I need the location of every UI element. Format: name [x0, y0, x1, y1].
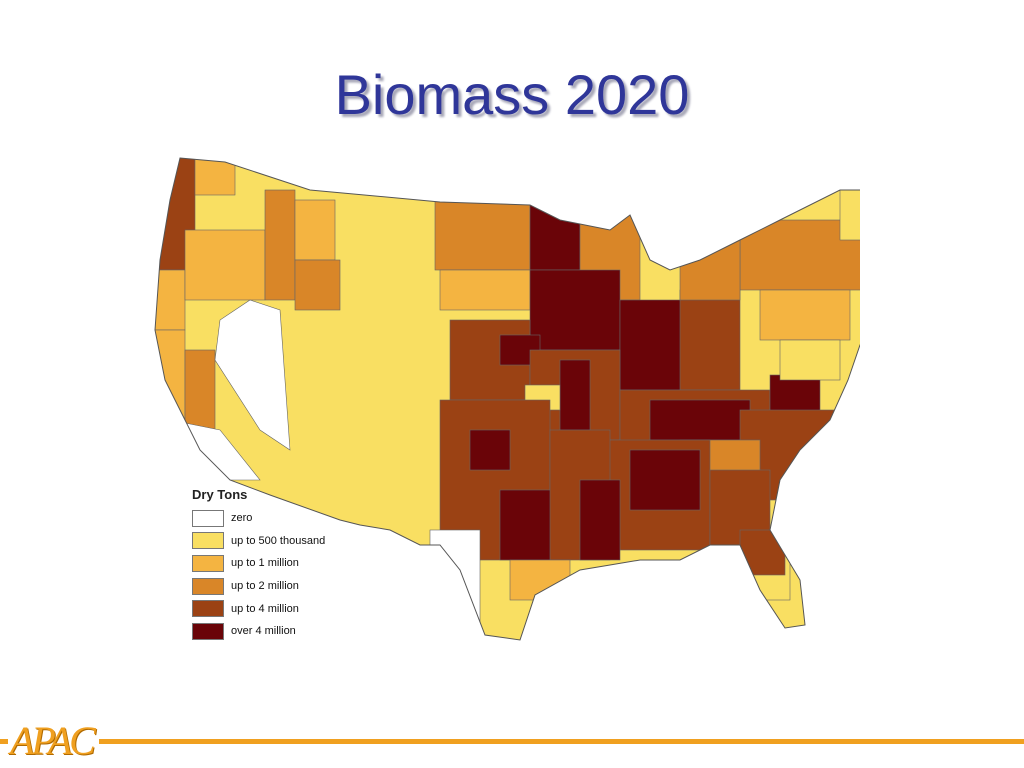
legend-item: up to 4 million — [192, 597, 325, 620]
legend-label: up to 500 thousand — [231, 534, 326, 547]
legend-label: up to 2 million — [231, 580, 299, 593]
legend-item: up to 1 million — [192, 552, 325, 575]
legend-item: over 4 million — [192, 620, 325, 643]
legend-items: zero up to 500 thousand up to 1 million up … — [192, 507, 325, 643]
legend-label: up to 4 million — [231, 602, 299, 615]
apac-logo: APAC — [8, 718, 99, 764]
legend-title: Dry Tons — [192, 487, 248, 502]
legend-item: up to 2 million — [192, 575, 325, 598]
footer-divider — [0, 739, 1024, 744]
legend-label: zero — [231, 512, 253, 525]
legend-label: over 4 million — [231, 625, 296, 638]
legend-swatch — [192, 509, 224, 527]
biomass-map-usa — [154, 157, 860, 641]
legend-swatch — [192, 577, 224, 595]
legend-item: zero — [192, 507, 325, 530]
legend-swatch — [192, 600, 224, 618]
legend-swatch — [192, 622, 224, 640]
map-legend: Dry Tons zero up to 500 thousand up to 1 m… — [192, 487, 325, 643]
legend-item: up to 500 thousand — [192, 530, 325, 553]
legend-swatch — [192, 554, 224, 572]
legend-swatch — [192, 532, 224, 550]
legend-label: up to 1 million — [231, 557, 299, 570]
slide-title: Biomass 2020 — [334, 63, 690, 126]
